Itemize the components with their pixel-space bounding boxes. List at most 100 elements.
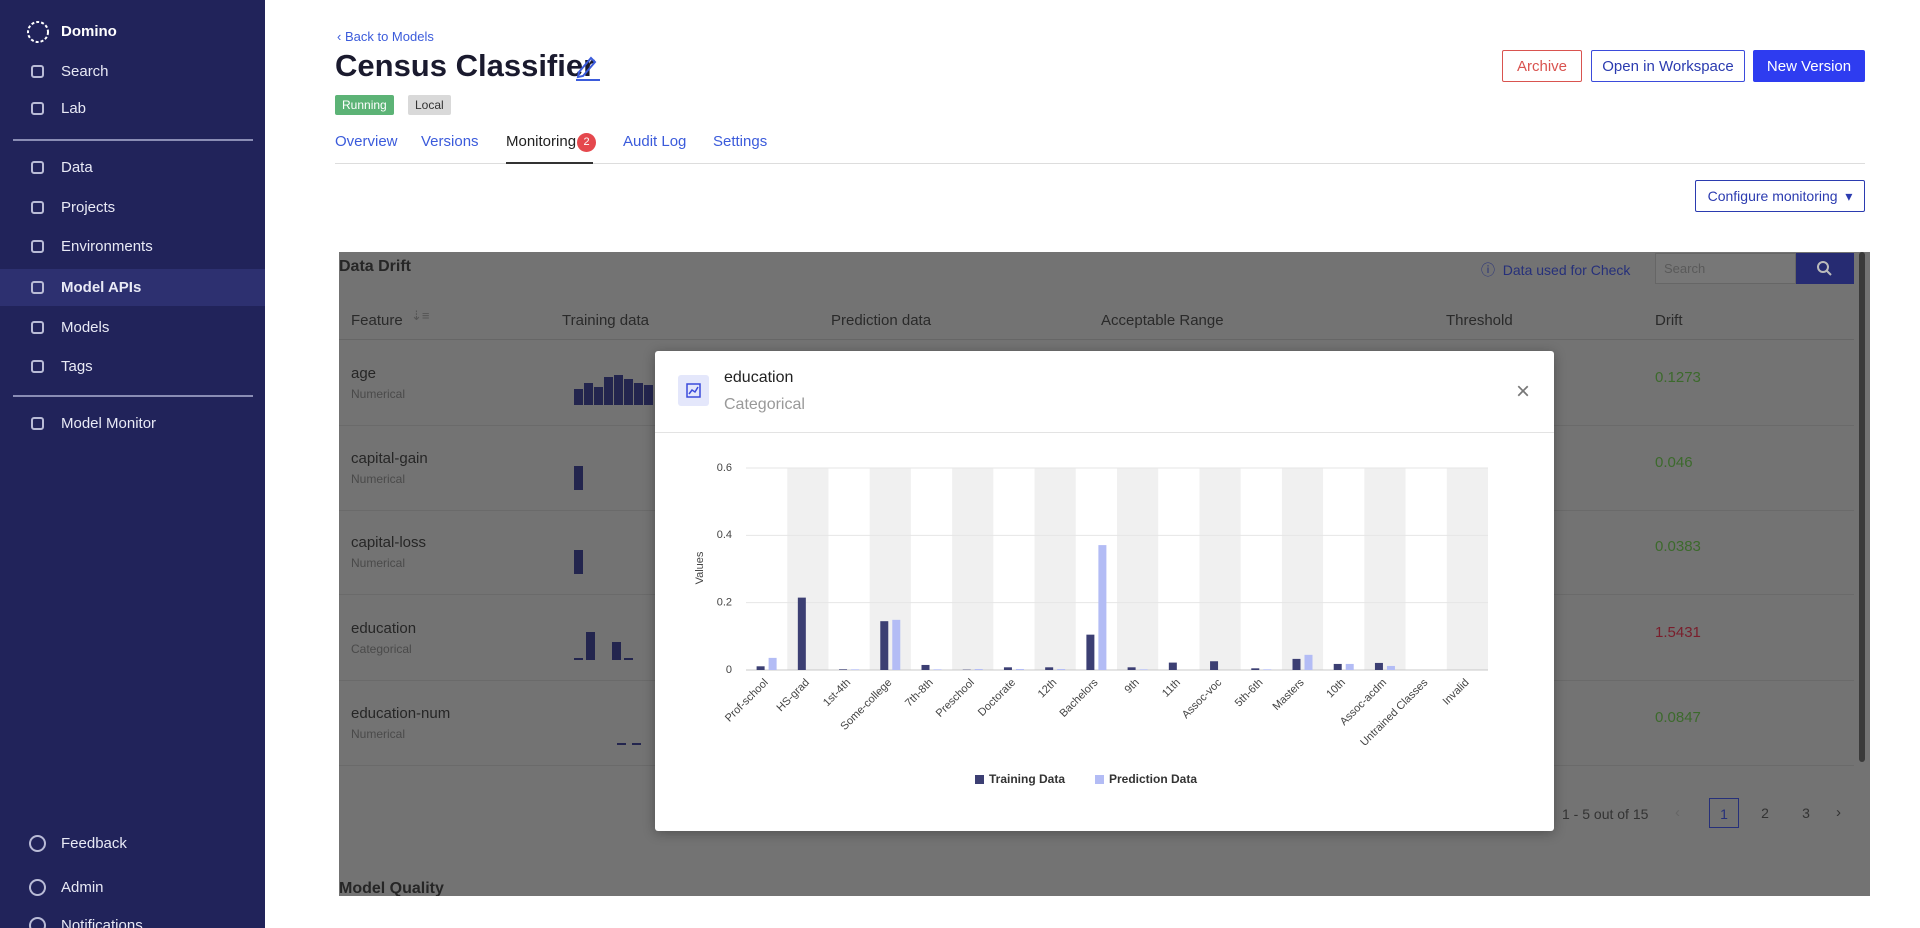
back-link-text[interactable]: Back to Models xyxy=(344,29,434,44)
page-next[interactable]: › xyxy=(1836,804,1841,821)
mini-histogram-bar xyxy=(617,743,626,745)
category-band xyxy=(1281,468,1324,670)
column-header: Drift xyxy=(1655,312,1683,329)
active-tab-underline xyxy=(506,162,593,164)
nav-icon xyxy=(31,321,44,334)
configure-monitoring-button[interactable]: Configure monitoring ▾ xyxy=(1695,180,1865,212)
search-button[interactable] xyxy=(1796,253,1854,284)
info-link-text[interactable]: Data used for Check xyxy=(1502,262,1631,278)
x-tick-label: 12th xyxy=(1036,677,1060,701)
bar xyxy=(1333,663,1342,670)
nav-item[interactable]: Data xyxy=(61,159,93,176)
archive-button[interactable]: Archive xyxy=(1502,50,1582,82)
nav-item[interactable]: Model Monitor xyxy=(61,415,157,432)
bar xyxy=(1210,661,1219,670)
mini-histogram-bar xyxy=(624,658,633,660)
legend-label: Training Data xyxy=(989,772,1065,786)
mini-histogram-bar xyxy=(614,375,623,405)
bar xyxy=(1086,634,1095,670)
nav-icon xyxy=(31,161,44,174)
x-tick-label: Doctorate xyxy=(976,677,1018,719)
mini-histogram-bar xyxy=(644,385,653,405)
scrollbar xyxy=(1859,252,1865,762)
edit-icon[interactable] xyxy=(574,52,602,82)
bar xyxy=(1292,658,1301,670)
page-button[interactable]: 2 xyxy=(1761,805,1769,821)
nav-item[interactable]: Notifications xyxy=(61,917,143,928)
tab[interactable]: Audit Log xyxy=(623,133,687,150)
nav-item[interactable]: Models xyxy=(61,319,110,336)
divider xyxy=(13,139,253,141)
bar xyxy=(1045,667,1054,670)
bar xyxy=(839,669,848,670)
feature-modal: education Categorical × Values 0 0.2 0.4 0.… xyxy=(655,351,1554,831)
nav-item[interactable]: Projects xyxy=(61,199,116,216)
bar xyxy=(1386,665,1395,670)
sidebar: Domino Search Lab Data Projects Environments… xyxy=(0,0,265,928)
y-tick-label: 0.4 xyxy=(717,529,732,541)
category-band xyxy=(1199,468,1241,670)
configure-label[interactable]: Configure monitoring xyxy=(1707,188,1838,204)
tab[interactable]: Versions xyxy=(421,133,479,150)
open-workspace-button[interactable]: Open in Workspace xyxy=(1591,50,1745,82)
nav-item[interactable]: Tags xyxy=(61,358,93,375)
bar xyxy=(880,621,889,670)
back-link[interactable]: ‹ Back to Models xyxy=(337,29,434,44)
bar xyxy=(1263,669,1272,670)
sort-icon[interactable]: ⇣≡ xyxy=(411,308,430,323)
tab[interactable]: Overview xyxy=(335,133,398,150)
nav-icon xyxy=(29,835,46,852)
modal-divider xyxy=(655,432,1554,433)
nav-item[interactable]: Environments xyxy=(61,238,153,255)
nav-item[interactable]: Feedback xyxy=(61,835,127,852)
page-button[interactable]: 1 xyxy=(1709,798,1739,828)
x-tick-label: Preschool xyxy=(934,677,977,720)
category-band xyxy=(1364,468,1406,670)
mini-histogram-bar xyxy=(584,383,593,405)
tab[interactable]: Settings xyxy=(713,133,768,150)
page-prev[interactable]: ‹ xyxy=(1675,804,1680,821)
feature-type: Categorical xyxy=(351,642,412,656)
chart-icon xyxy=(686,383,701,398)
bar xyxy=(892,619,901,670)
mini-histogram-bar xyxy=(574,658,583,660)
bar xyxy=(1374,662,1383,670)
nav-item[interactable]: Admin xyxy=(61,879,104,896)
nav-item[interactable]: Lab xyxy=(61,100,87,117)
nav-item[interactable]: Search xyxy=(61,63,109,80)
bar xyxy=(768,657,777,670)
divider xyxy=(13,395,253,397)
new-version-button[interactable]: New Version xyxy=(1753,50,1865,82)
modal-subtitle: Categorical xyxy=(724,396,805,413)
mini-histogram-bar xyxy=(574,389,583,405)
status-badge: Running xyxy=(335,95,394,115)
x-tick-label: Masters xyxy=(1271,676,1307,712)
tab[interactable]: Monitoring xyxy=(506,133,577,150)
drift-value: 0.0847 xyxy=(1655,709,1701,726)
x-tick-label: Bachelors xyxy=(1057,676,1100,719)
close-button[interactable]: × xyxy=(1516,378,1531,405)
page-title: Census Classifier xyxy=(335,48,596,83)
nav-item[interactable]: Model APIs xyxy=(61,279,142,296)
header-divider xyxy=(339,339,1854,340)
tabs-divider xyxy=(335,163,1865,164)
bar xyxy=(1127,667,1136,670)
bar xyxy=(1304,654,1313,670)
x-tick-label: Assoc-voc xyxy=(1180,676,1225,721)
column-header[interactable]: Feature xyxy=(351,312,403,329)
bar xyxy=(1168,662,1177,670)
page-button[interactable]: 3 xyxy=(1802,805,1810,821)
search-input[interactable]: Search xyxy=(1655,253,1796,284)
bar xyxy=(1098,545,1107,670)
brand-name[interactable]: Domino xyxy=(61,23,117,40)
feature-name: age xyxy=(351,365,377,382)
brand-logo xyxy=(27,21,49,43)
bar xyxy=(921,664,930,670)
category-band xyxy=(787,468,829,670)
bar xyxy=(974,668,983,670)
mini-histogram-bar xyxy=(624,379,633,405)
info-link[interactable]: ⓘ Data used for Check xyxy=(1481,262,1631,278)
y-tick-label: 0 xyxy=(726,664,732,676)
